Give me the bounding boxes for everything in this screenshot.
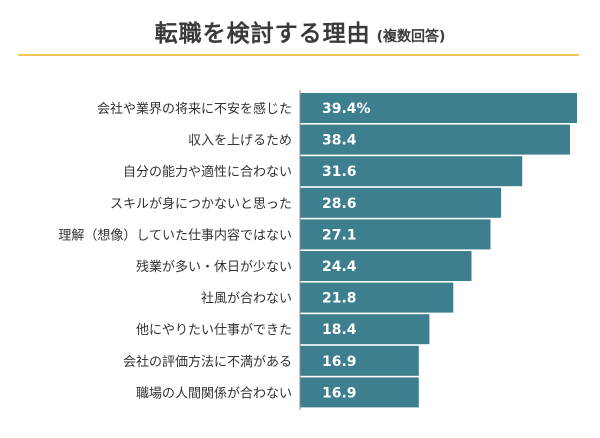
value-label-1: 38.4	[322, 133, 357, 149]
chart-title: 転職を検討する理由 (複数回答)	[0, 14, 600, 48]
value-label-5: 24.4	[322, 259, 357, 275]
bar-4	[300, 219, 491, 250]
bar-6	[300, 282, 454, 313]
category-label-7: 他にやりたい仕事ができた	[136, 323, 292, 338]
bar-9	[300, 377, 419, 408]
value-label-9: 16.9	[322, 385, 357, 401]
value-label-3: 28.6	[322, 196, 357, 212]
value-label-6: 21.8	[322, 291, 357, 307]
category-label-5: 残業が多い・休日が少ない	[136, 259, 292, 275]
bar-8	[300, 345, 419, 376]
bar-5	[300, 251, 472, 281]
category-label-9: 職場の人間関係が合わない	[136, 386, 292, 401]
chart-title-main: 転職を検討する理由	[154, 21, 371, 47]
bar-2	[300, 156, 523, 187]
category-label-0: 会社や業界の将来に不安を感じた	[97, 101, 292, 117]
category-label-8: 会社の評価方法に不満がある	[123, 354, 292, 370]
category-label-6: 社風が合わない	[201, 291, 292, 307]
value-label-2: 31.6	[322, 164, 357, 180]
category-label-4: 理解（想像）していた仕事内容ではない	[58, 227, 292, 243]
category-label-2: 自分の能力や適性に合わない	[123, 164, 292, 180]
chart-subtitle: (複数回答)	[376, 29, 446, 45]
value-label-4: 27.1	[322, 227, 357, 243]
title-underline	[18, 54, 579, 56]
value-label-7: 18.4	[322, 322, 357, 338]
value-label-0: 39.4%	[322, 101, 371, 117]
bar-1	[300, 124, 570, 155]
value-label-8: 16.9	[322, 354, 357, 370]
bar-0	[300, 93, 577, 123]
bar-7	[300, 314, 430, 345]
category-label-1: 収入を上げるため	[188, 134, 292, 149]
category-label-3: スキルが身につかないと思った	[110, 196, 292, 212]
bar-group: 会社や業界の将来に不安を感じた 39.4% 収入を上げるため 38.4 自分の能力や適性…	[58, 93, 577, 408]
bar-3	[300, 187, 502, 218]
